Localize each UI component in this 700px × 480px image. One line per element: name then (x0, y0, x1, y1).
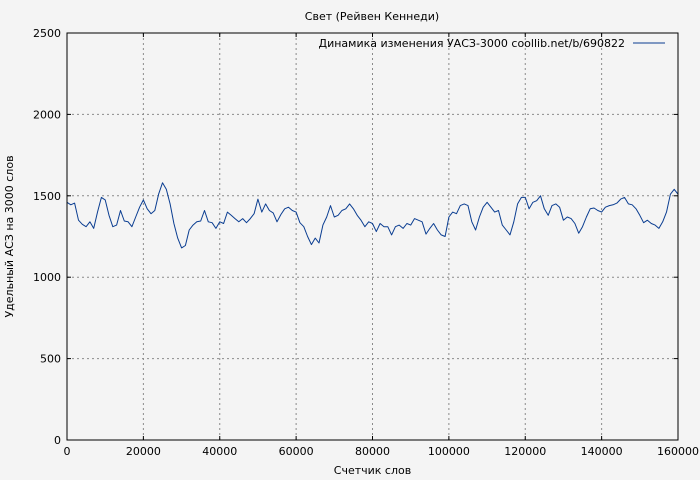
grid-lines (67, 33, 678, 440)
legend-label: Динамика изменения УАСЗ-3000 coollib.net… (319, 37, 626, 50)
series-group (66, 182, 679, 249)
x-tick-label: 20000 (126, 445, 161, 458)
chart-title: Свет (Рейвен Кеннеди) (305, 10, 439, 23)
y-tick-label: 1000 (33, 271, 61, 284)
y-tick-label: 500 (40, 353, 61, 366)
y-tick-label: 0 (54, 434, 61, 447)
x-tick-label: 80000 (355, 445, 390, 458)
y-tick-label: 1500 (33, 190, 61, 203)
plot-frame (66, 32, 679, 441)
series-line (66, 182, 679, 249)
y-axis-label: Удельный АСЗ на 3000 слов (3, 155, 16, 317)
x-tick-label: 40000 (202, 445, 237, 458)
legend: Динамика изменения УАСЗ-3000 coollib.net… (319, 37, 665, 50)
x-tick-label: 160000 (657, 445, 699, 458)
x-axis-label: Счетчик слов (334, 464, 411, 477)
x-tick-label: 60000 (279, 445, 314, 458)
x-tick-label: 140000 (581, 445, 623, 458)
x-tick-label: 0 (64, 445, 71, 458)
x-tick-label: 120000 (504, 445, 546, 458)
y-axis-ticks: 0 500 1000 1500 2000 2500 (33, 27, 678, 447)
x-tick-label: 100000 (428, 445, 470, 458)
y-tick-label: 2500 (33, 27, 61, 40)
x-axis-ticks: 0 20000 40000 60000 80000 100000 120000 140000 1… (64, 33, 699, 458)
y-tick-label: 2000 (33, 108, 61, 121)
